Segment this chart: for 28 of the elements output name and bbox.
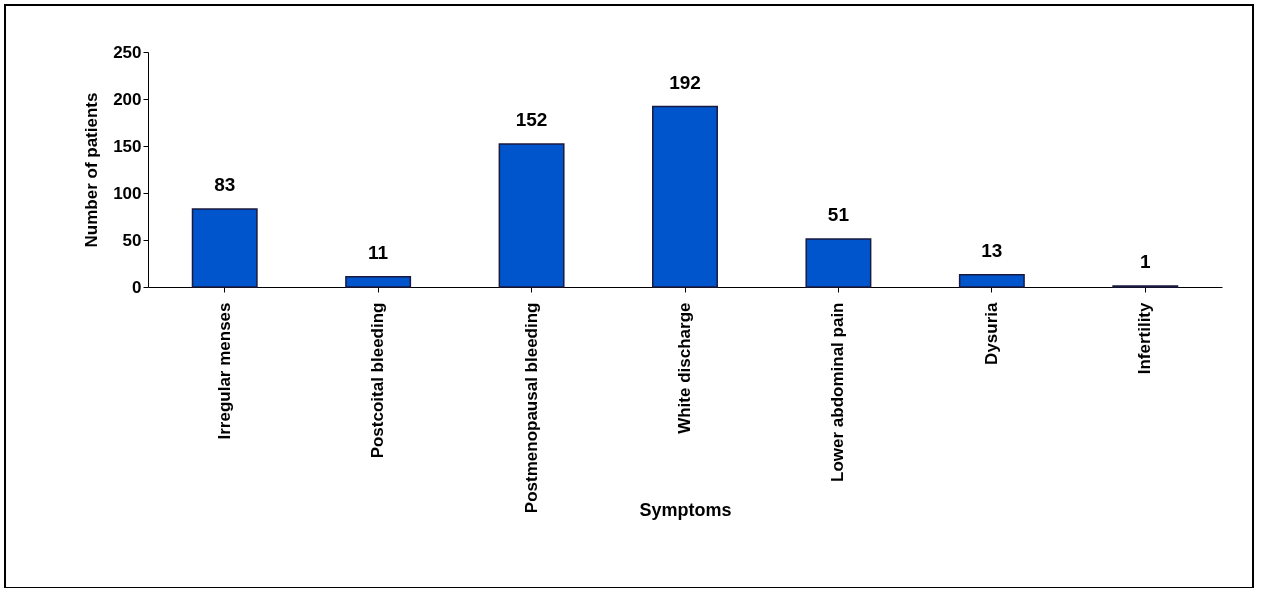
bar <box>805 238 872 288</box>
x-tick-label: Lower abdominal pain <box>828 302 848 482</box>
x-axis-title: Symptoms <box>639 499 732 520</box>
x-tick-label: Dysuria <box>981 301 1001 365</box>
x-tick-label: Irregular menses <box>214 302 234 440</box>
y-tick-label: 0 <box>132 277 142 297</box>
data-label: 11 <box>368 241 389 263</box>
data-label: 13 <box>981 239 1003 261</box>
bar <box>191 208 258 288</box>
x-tick-label: Postcoital bleeding <box>368 302 388 459</box>
y-tick-label: 200 <box>113 89 142 109</box>
data-label: 192 <box>669 71 701 93</box>
data-label: 1 <box>1140 251 1151 273</box>
x-tick-label: Infertility <box>1135 301 1155 375</box>
data-label: 152 <box>515 109 548 131</box>
y-tick-label: 100 <box>113 183 142 203</box>
bar <box>345 275 412 288</box>
bar <box>958 274 1025 288</box>
data-label: 51 <box>827 204 850 226</box>
y-axis-title: Number of patients <box>82 92 102 248</box>
y-tick-label: 150 <box>113 136 142 156</box>
y-tick-label: 250 <box>113 42 142 62</box>
x-tick-label: White discharge <box>675 302 694 434</box>
bar <box>498 143 565 288</box>
x-tick-label: Postmenopausal bleeding <box>521 302 541 514</box>
y-tick-label: 50 <box>122 230 142 250</box>
data-label: 83 <box>214 173 236 195</box>
bar <box>652 105 718 288</box>
